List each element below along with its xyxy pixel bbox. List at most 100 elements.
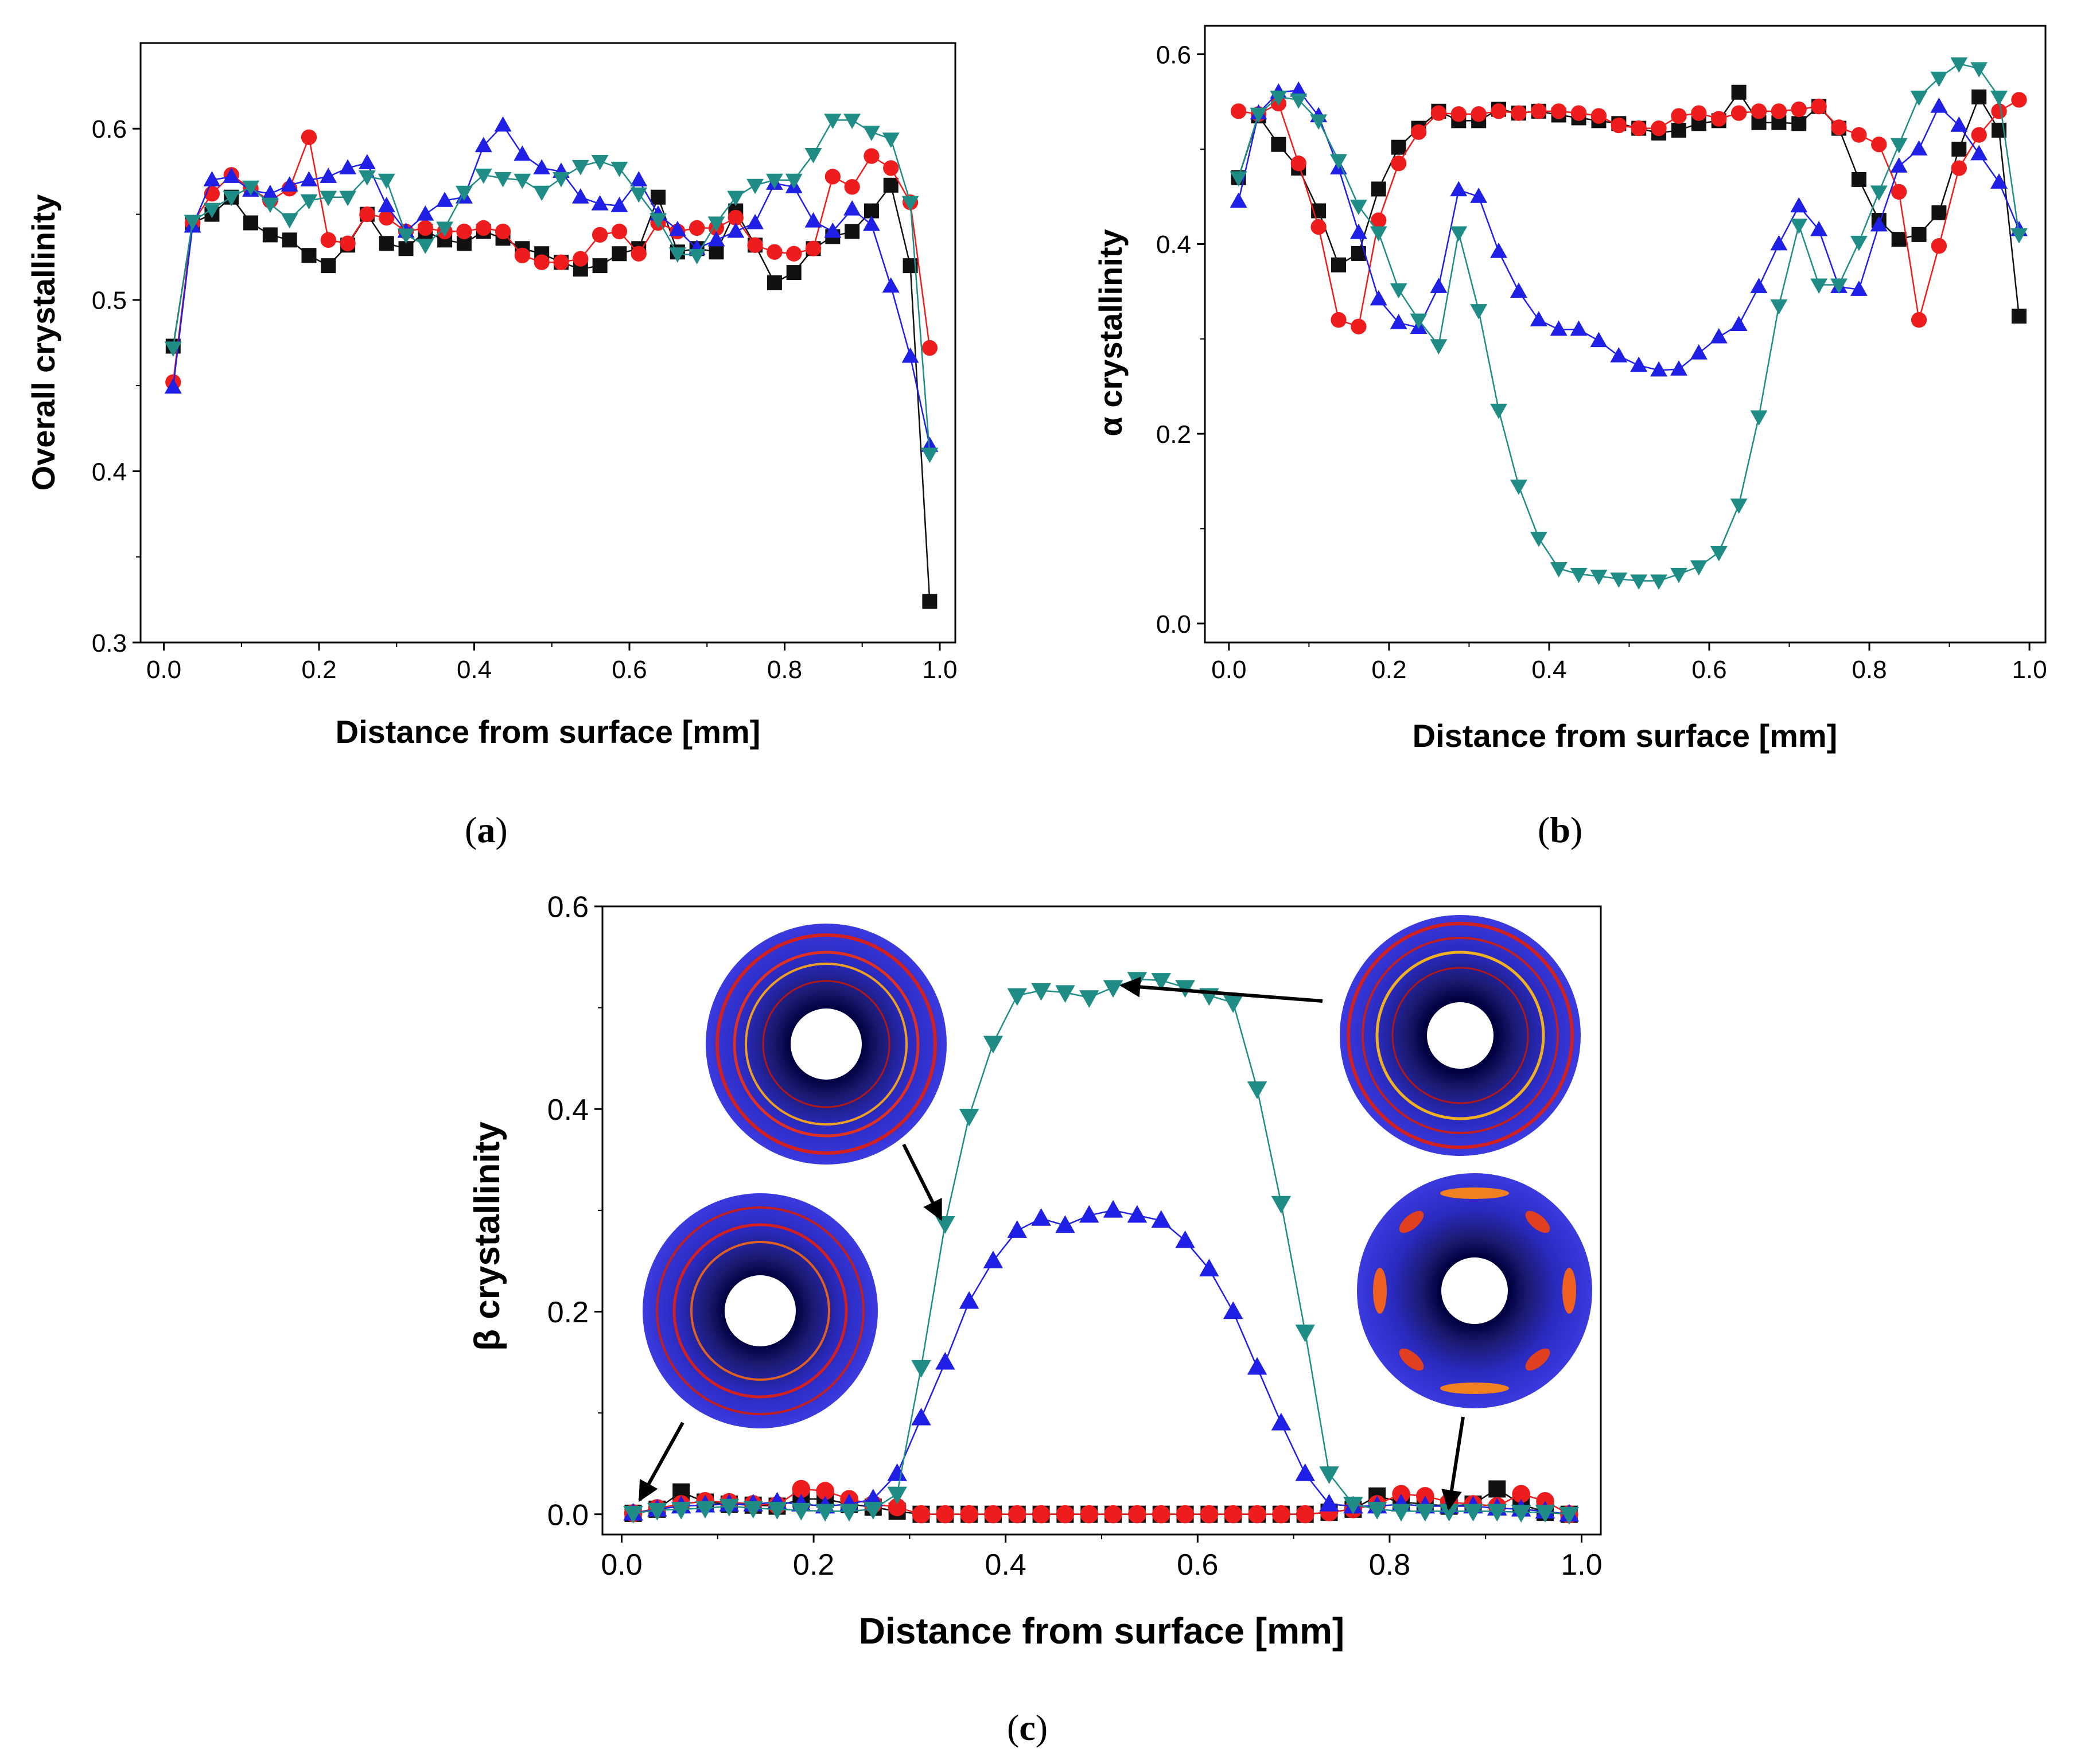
data-point [223, 168, 240, 183]
data-point [1104, 1505, 1122, 1524]
panel-b: 0.0 0.2 0.4 0.6 0.8 1.0 0.0 0.2 0.4 0.6 Distance … [1092, 25, 2047, 754]
data-point [1103, 980, 1123, 998]
arrow-mid-right [1441, 1416, 1465, 1511]
data-point [533, 159, 551, 175]
series-line [1238, 89, 2020, 371]
data-point [1951, 142, 1967, 157]
data-point [514, 173, 531, 189]
data-point [1128, 1505, 1146, 1524]
data-point [1671, 122, 1686, 138]
data-point [839, 1504, 859, 1522]
data-point [475, 168, 492, 184]
data-point [1007, 988, 1028, 1006]
data-point [1487, 1504, 1507, 1522]
arrow-top-right [1119, 976, 1323, 1003]
data-point [1711, 111, 1727, 127]
data-point [1319, 1466, 1339, 1485]
data-point [1390, 314, 1407, 329]
data-point [824, 222, 842, 238]
data-point [1470, 188, 1488, 203]
data-point [1410, 313, 1428, 329]
data-point [727, 190, 745, 207]
data-point [1370, 290, 1387, 306]
series-triangle-down [164, 114, 939, 464]
data-point [1710, 546, 1728, 562]
data-point [883, 160, 899, 176]
data-point [397, 228, 415, 244]
series-line [633, 1209, 1569, 1515]
data-point [1990, 173, 2008, 189]
y-tick-label: 0.4 [547, 1093, 589, 1127]
data-point [1247, 1357, 1267, 1375]
data-point [792, 1479, 811, 1498]
data-point [1415, 1504, 1436, 1522]
data-point [1512, 1485, 1530, 1504]
data-point [436, 221, 454, 237]
data-point [1250, 107, 1267, 123]
y-tick-label: 0.3 [92, 629, 127, 657]
data-point [935, 1352, 955, 1370]
data-point [630, 187, 648, 203]
data-point [1290, 155, 1306, 172]
data-point [1730, 499, 1748, 514]
data-point [727, 222, 745, 238]
data-point [1310, 114, 1328, 130]
data-point [1343, 1497, 1363, 1515]
data-point [591, 195, 609, 211]
data-point [514, 247, 531, 263]
data-point [1224, 1505, 1242, 1524]
data-point [282, 232, 297, 248]
data-point [223, 190, 240, 207]
data-point [378, 173, 395, 189]
data-point [1531, 103, 1547, 119]
data-point [824, 114, 842, 129]
data-point [301, 248, 317, 263]
data-point [1351, 318, 1367, 334]
data-point [791, 1502, 811, 1521]
data-point [1810, 220, 1828, 236]
data-point [1270, 90, 1288, 106]
data-point [281, 213, 298, 229]
waxs-pattern-mid-right [1357, 1173, 1592, 1408]
x-tick-label: 0.6 [1177, 1548, 1218, 1582]
data-point [1247, 1081, 1267, 1099]
data-point [767, 275, 782, 290]
data-point [436, 192, 454, 207]
y-tick-label: 0.6 [92, 115, 127, 143]
data-point [1850, 281, 1868, 296]
data-point [1535, 1505, 1555, 1523]
data-point [571, 159, 589, 176]
data-point [571, 188, 589, 204]
data-point [936, 1505, 955, 1524]
data-point [1971, 127, 1987, 143]
data-point [1930, 97, 1948, 113]
data-point [1690, 344, 1708, 360]
y-axis-label-a: Overall crystallinity [25, 194, 61, 491]
data-point [1031, 1208, 1051, 1226]
data-point [378, 197, 395, 212]
x-tick-label: 0.4 [1531, 656, 1566, 684]
x-tick-label: 0.6 [1691, 656, 1726, 684]
data-point [1008, 1505, 1026, 1524]
data-point [1970, 62, 1988, 78]
data-point [1610, 346, 1628, 363]
data-point [1056, 1505, 1075, 1524]
series-line [633, 978, 1569, 1515]
x-tick-label: 0.0 [146, 656, 181, 684]
data-point [1230, 103, 1247, 119]
data-point [747, 237, 763, 253]
series-line [172, 124, 931, 446]
x-axis-label-c: Distance from surface [mm] [859, 1610, 1344, 1652]
data-point [1390, 283, 1407, 299]
data-point [1471, 106, 1487, 122]
data-point [533, 185, 551, 201]
y-tick-label: 0.4 [92, 458, 127, 486]
data-point [668, 247, 686, 263]
data-point [785, 173, 803, 189]
data-point [1390, 155, 1407, 172]
data-point [476, 220, 492, 236]
y-tick-label: 0.0 [1156, 610, 1191, 638]
data-point [1870, 185, 1888, 201]
data-point [1791, 116, 1807, 131]
data-point [1551, 103, 1567, 119]
